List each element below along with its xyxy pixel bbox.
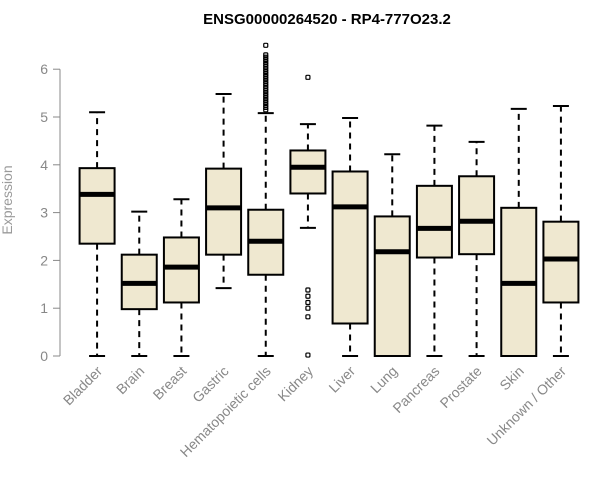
box-pancreas xyxy=(415,124,453,357)
outlier-point xyxy=(305,287,311,293)
box-liver xyxy=(331,116,369,357)
x-tick-label: Bladder xyxy=(60,363,106,409)
box-prostate xyxy=(458,140,496,357)
y-tick-label: 3 xyxy=(40,205,48,221)
outlier-point xyxy=(263,92,269,99)
outlier-point xyxy=(263,80,269,87)
outlier-point xyxy=(263,107,269,113)
x-tick-label: Breast xyxy=(150,363,190,403)
outlier-point xyxy=(305,305,311,311)
outlier-point xyxy=(263,54,269,60)
box-body xyxy=(78,167,116,245)
x-tick-label: Kidney xyxy=(274,363,316,405)
outlier-point xyxy=(305,74,311,80)
x-tick-label: Brain xyxy=(113,363,147,397)
outlier-point xyxy=(305,352,311,358)
box-body xyxy=(373,215,411,357)
y-axis-label: Expression xyxy=(0,165,15,234)
box-bladder xyxy=(78,111,116,357)
box-body xyxy=(331,170,369,325)
outlier-point xyxy=(263,100,269,106)
x-tick-label: Lung xyxy=(367,363,400,396)
box-body xyxy=(162,236,200,304)
x-tick-label: Liver xyxy=(325,363,358,396)
outlier-point xyxy=(263,78,269,84)
y-tick-label: 4 xyxy=(40,157,48,173)
y-tick-label: 1 xyxy=(40,300,48,316)
outlier-point xyxy=(263,76,269,82)
x-tick-label: Unknown / Other xyxy=(483,363,569,449)
y-tick-label: 0 xyxy=(40,348,48,364)
box-breast xyxy=(162,198,200,357)
outlier-point xyxy=(305,293,311,299)
outlier-point xyxy=(263,68,269,75)
y-axis: 0 1 2 3 4 5 6 xyxy=(40,61,61,364)
outlier-point xyxy=(263,95,269,101)
outlier-point xyxy=(263,73,269,79)
box-body xyxy=(415,184,453,259)
x-tick-label: Skin xyxy=(496,363,527,394)
outlier-point xyxy=(305,314,311,320)
chart-title: ENSG00000264520 - RP4-777O23.2 xyxy=(203,11,451,28)
outlier-point xyxy=(263,64,269,70)
y-tick-label: 5 xyxy=(40,109,48,125)
outlier-point xyxy=(263,52,269,58)
outlier-point xyxy=(263,71,269,77)
outlier-point xyxy=(263,102,269,108)
outlier-point xyxy=(263,90,269,96)
box-skin xyxy=(500,107,538,357)
box-body xyxy=(289,149,327,195)
y-tick-label: 2 xyxy=(40,252,48,268)
outlier-point xyxy=(263,57,269,63)
box-gastric xyxy=(205,93,243,290)
outlier-point xyxy=(263,88,269,94)
outlier-point xyxy=(305,299,311,306)
outlier-point xyxy=(263,66,269,72)
box-brain xyxy=(120,210,158,357)
box-body xyxy=(458,175,496,256)
box-lung xyxy=(373,153,411,357)
outlier-point xyxy=(263,61,269,68)
y-tick-label: 6 xyxy=(40,61,48,77)
outlier-point xyxy=(263,59,269,65)
outlier-point xyxy=(263,83,269,89)
box-hematopoietic-cells xyxy=(247,42,285,357)
box-series xyxy=(78,42,580,358)
outlier-point xyxy=(263,97,269,103)
box-unknown-other xyxy=(542,105,580,357)
x-tick-label: Pancreas xyxy=(389,363,442,416)
box-kidney xyxy=(289,74,327,358)
outlier-point xyxy=(263,42,269,48)
x-tick-label: Prostate xyxy=(437,363,485,411)
box-body xyxy=(542,220,580,304)
box-body xyxy=(205,167,243,256)
outlier-point xyxy=(263,85,269,91)
outlier-point xyxy=(263,104,269,111)
